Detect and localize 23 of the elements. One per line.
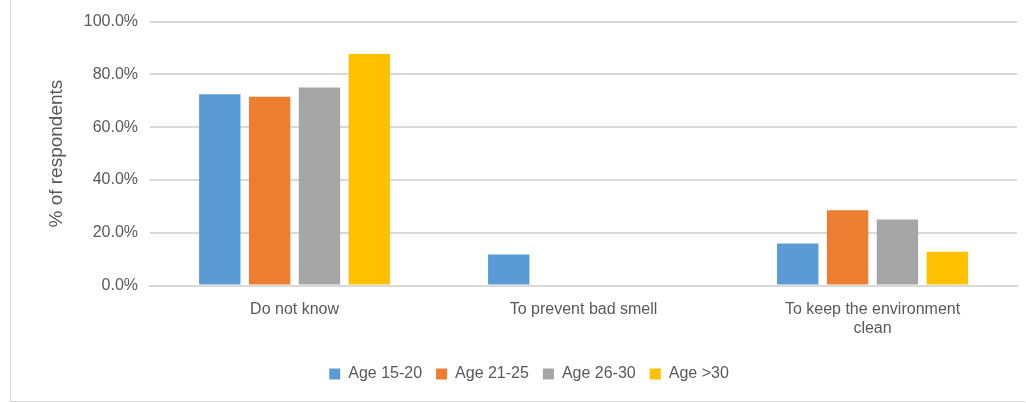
y-tick-label: 60.0% <box>92 117 139 135</box>
bar <box>826 210 869 285</box>
legend-label: Age >30 <box>668 364 729 382</box>
bar <box>777 243 819 285</box>
y-tick-label: 20.0% <box>92 223 139 241</box>
y-tick-label: 100.0% <box>83 12 139 30</box>
legend-label: Age 15-20 <box>348 364 423 382</box>
y-tick-label: 80.0% <box>92 64 139 82</box>
bar <box>298 87 341 285</box>
bar <box>876 219 919 285</box>
y-axis-title: % of respondents <box>44 79 66 228</box>
bar <box>248 96 291 285</box>
y-tick-label: 40.0% <box>92 170 139 188</box>
x-tick-label: Do not know <box>250 299 340 317</box>
bar <box>488 254 530 285</box>
x-tick-label: To prevent bad smell <box>509 299 658 317</box>
bar <box>348 54 391 285</box>
y-tick-label: 0.0% <box>101 276 139 294</box>
bar <box>199 94 241 285</box>
x-tick-label: To keep the environment clean <box>784 299 961 336</box>
bar <box>926 251 968 285</box>
legend-label: Age 26-30 <box>561 364 636 382</box>
legend-label: Age 21-25 <box>455 364 529 382</box>
